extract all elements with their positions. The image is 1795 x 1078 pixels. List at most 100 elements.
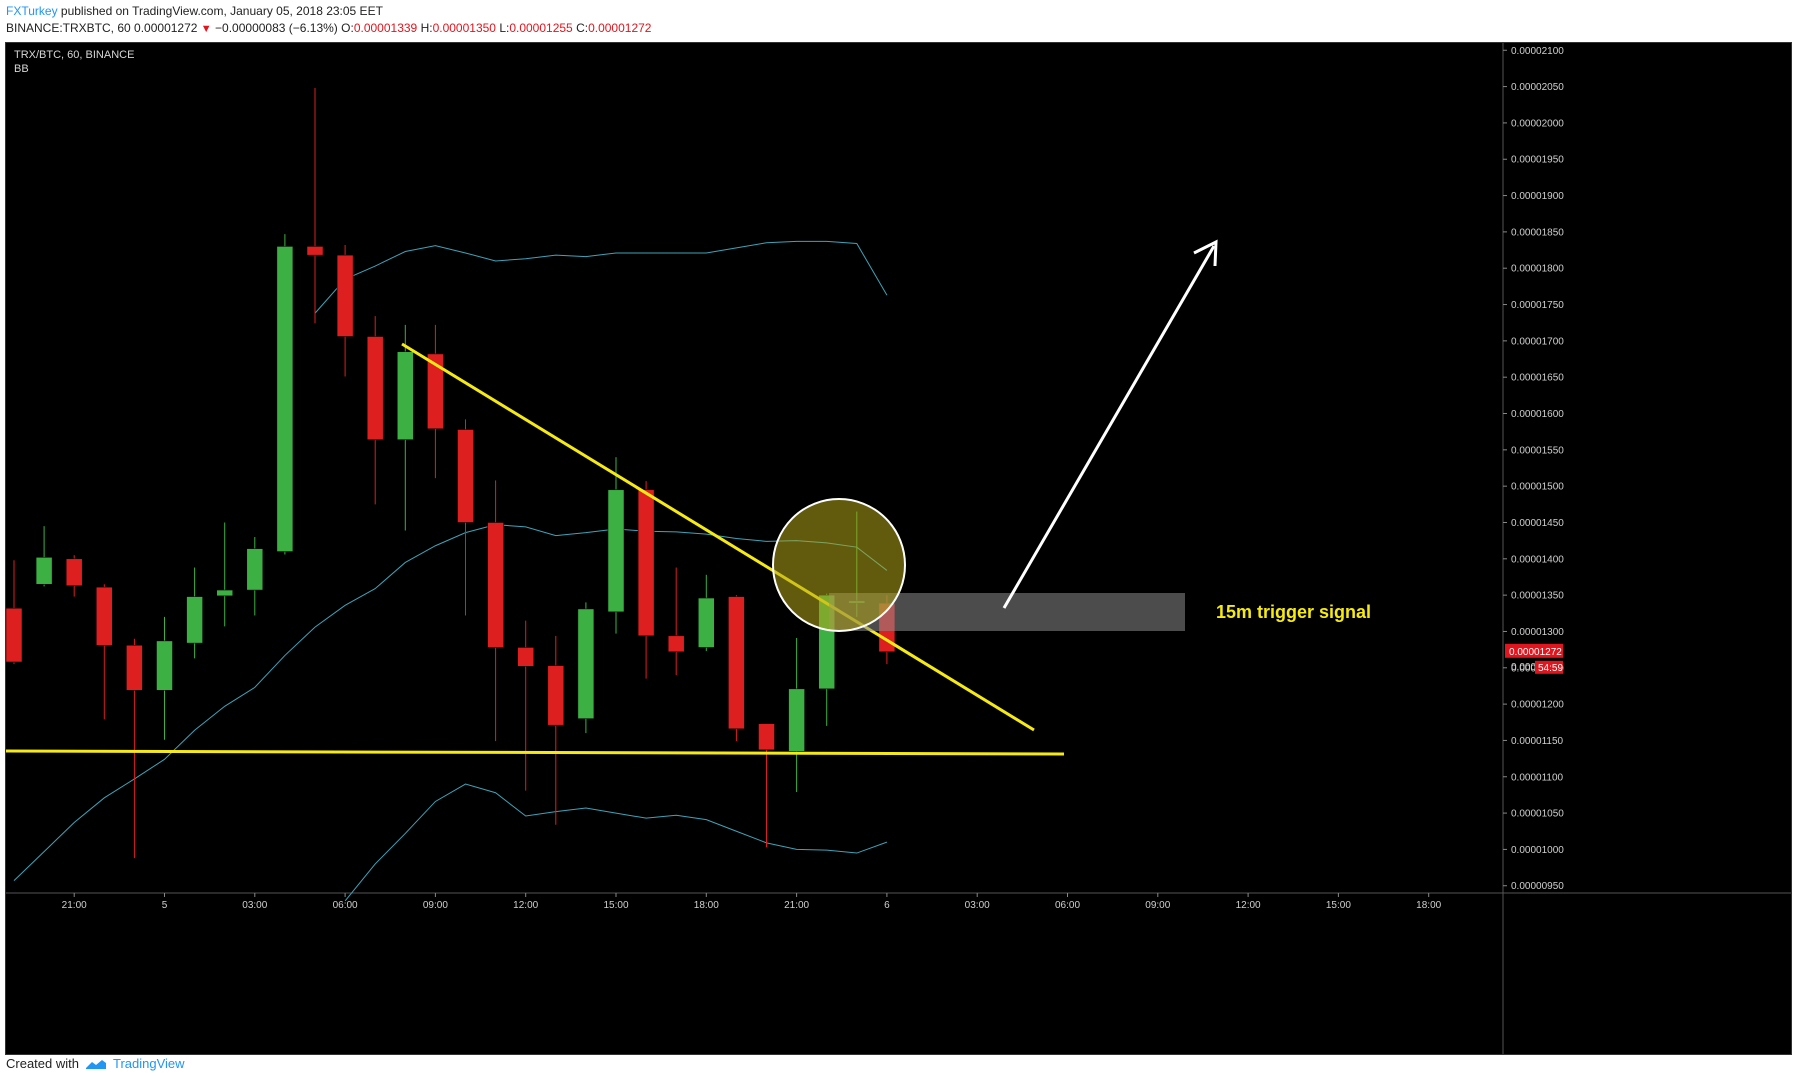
candle-body [547,665,565,726]
y-tick-label: 0.00002050 [1511,82,1564,93]
candle-body [607,489,625,613]
candle-body [306,246,324,256]
candle-body [186,596,203,644]
candle-body [246,548,264,591]
projection-arrowhead-icon [1193,239,1218,267]
price-chart[interactable]: TRX/BTC, 60, BINANCE BB 0.00002100 0.000020… [6,43,1791,1054]
candle-body [788,688,805,752]
candle-body [156,640,173,691]
x-tick-label: 12:00 [1236,900,1261,911]
candle-body [35,557,53,585]
x-tick-label: 09:00 [423,900,448,911]
y-tick-label: 0.00002000 [1511,118,1564,129]
x-tick-label: 06:00 [333,900,358,911]
candle-body [667,635,685,653]
trend-line [401,342,1035,732]
y-tick-label: 0.00002100 [1511,46,1564,57]
candles [6,88,896,859]
last-price: 0.00001272 [134,21,198,35]
candle-body [637,489,655,637]
x-tick-label: 03:00 [242,900,267,911]
x-axis: 21:00 5 03:00 06:00 09:00 12:00 15:00 18:00 21:0… [62,893,1442,911]
candle-body [6,607,23,663]
y-tick-label: 0.00001350 [1511,591,1564,602]
candle-body [96,586,113,646]
x-tick-label: 03:00 [965,900,990,911]
high-label: H: [420,21,433,35]
y-tick-label: 0.00001400 [1511,554,1564,565]
y-tick-label: 0.00001050 [1511,809,1564,820]
author-link[interactable]: FXTurkey [6,4,58,18]
y-axis: 0.00002100 0.00002050 0.00002000 0.00001950… [1503,46,1564,892]
candle-body [517,647,534,667]
y-tick-label: 0.00001900 [1511,191,1564,202]
high-value: 0.00001350 [432,21,496,35]
current-price-badge [1505,643,1563,658]
x-tick-label: 18:00 [1416,900,1441,911]
current-price-label: 0.00001272 [1509,647,1562,658]
indicator-label: BB [14,63,29,75]
bb-upper-line [314,240,888,314]
down-arrow-icon: ▼ [200,23,212,35]
published-text: published on TradingView.com, January 05… [60,4,383,18]
symbol-text: BINANCE:TRXBTC, 60 [6,21,131,35]
x-tick-label: 12:00 [513,900,538,911]
tradingview-link[interactable]: TradingView [112,1056,185,1071]
footer: Created with TradingView [6,1056,185,1071]
x-tick-label: 15:00 [603,900,628,911]
candle-body [126,645,143,691]
bb-middle-line [13,524,888,882]
created-with-text: Created with [6,1056,79,1071]
y-tick-label: 0.00001450 [1511,518,1564,529]
bb-lower-line [344,783,888,902]
y-tick-label-partial: 0.000 [1511,662,1536,673]
countdown-label: 54:59 [1538,663,1563,674]
support-line [6,749,1065,756]
y-tick-label: 0.00001000 [1511,845,1564,856]
candle-body [427,353,444,430]
x-tick-label: 5 [162,900,168,911]
y-tick-label: 0.00001650 [1511,373,1564,384]
y-tick-label: 0.00001850 [1511,227,1564,238]
candle-body [487,522,504,648]
candle-body [397,351,414,440]
x-tick-label: 18:00 [694,900,719,911]
y-tick-label: 0.00001550 [1511,445,1564,456]
y-tick-label: 0.00001600 [1511,409,1564,420]
y-tick-label: 0.00001300 [1511,627,1564,638]
candle-body [577,608,595,719]
chart-frame[interactable]: TRX/BTC, 60, BINANCE BB 0.00002100 0.000020… [5,42,1792,1055]
candle-body [276,246,294,552]
y-tick-label: 0.00001700 [1511,336,1564,347]
candle-body [728,596,745,730]
x-tick-label: 06:00 [1055,900,1080,911]
projection-arrow [1002,245,1216,609]
candle-body [65,558,83,586]
close-value: 0.00001272 [588,21,652,35]
x-tick-label: 15:00 [1326,900,1351,911]
y-tick-label: 0.00000950 [1511,881,1564,892]
candle-body [366,336,384,440]
highlight-circle [772,498,906,632]
chart-title: TRX/BTC, 60, BINANCE [14,49,134,61]
y-tick-label: 0.00001500 [1511,482,1564,493]
x-tick-label: 21:00 [62,900,87,911]
candle-body [698,597,715,648]
y-tick-label: 0.00001100 [1511,772,1564,783]
y-tick-label: 0.00001200 [1511,700,1564,711]
open-label: O: [341,21,354,35]
low-label: L: [499,21,510,35]
x-tick-label: 21:00 [784,900,809,911]
candle-body [216,589,233,597]
y-tick-label: 0.00001750 [1511,300,1564,311]
ohlc-info: BINANCE:TRXBTC, 60 0.00001272 ▼ −0.00000… [6,21,651,35]
change-text: −0.00000083 (−6.13%) [215,21,338,35]
candle-body [758,723,775,751]
open-value: 0.00001339 [353,21,418,35]
y-tick-label: 0.00001800 [1511,264,1564,275]
y-tick-label: 0.00001950 [1511,155,1564,166]
x-tick-label: 09:00 [1145,900,1170,911]
candle-body [457,429,474,523]
publish-info: FXTurkey published on TradingView.com, J… [6,4,383,18]
candle-body [336,254,354,337]
